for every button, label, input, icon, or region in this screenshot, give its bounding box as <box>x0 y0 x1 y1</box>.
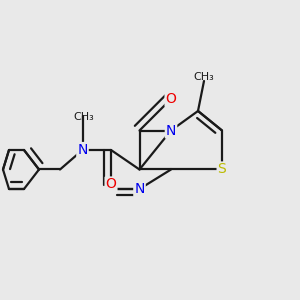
Text: O: O <box>106 178 116 191</box>
Text: N: N <box>77 143 88 157</box>
Text: S: S <box>218 163 226 176</box>
Text: N: N <box>134 182 145 196</box>
Text: O: O <box>166 92 176 106</box>
Text: N: N <box>166 124 176 137</box>
Text: CH₃: CH₃ <box>74 112 94 122</box>
Text: CH₃: CH₃ <box>194 73 214 82</box>
